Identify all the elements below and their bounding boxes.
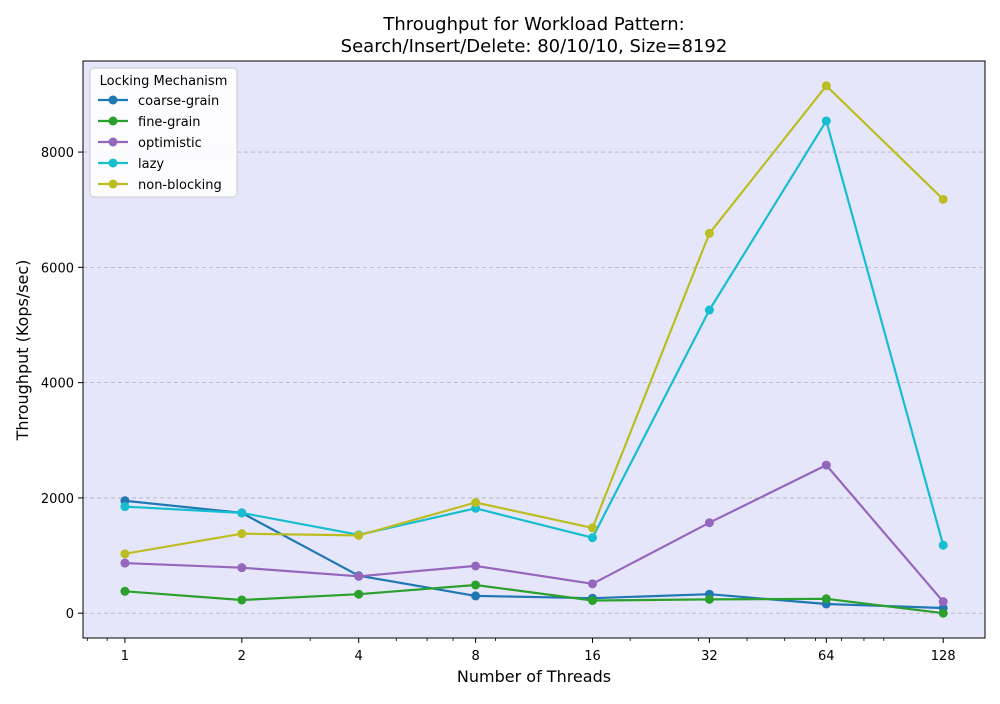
data-point-non-blocking [588, 523, 598, 533]
data-point-optimistic [471, 561, 481, 571]
data-point-lazy [237, 508, 247, 518]
plot-frame [82, 60, 986, 639]
legend-marker-fine-grain [108, 116, 118, 126]
y-tick-label: 6000 [41, 261, 74, 276]
legend-marker-optimistic [108, 137, 118, 147]
data-point-fine-grain [588, 596, 598, 606]
data-point-non-blocking [704, 228, 714, 238]
data-point-coarse-grain [471, 591, 481, 601]
x-tick-label: 2 [238, 649, 246, 664]
x-tick-label: 16 [584, 649, 601, 664]
data-point-fine-grain [471, 580, 481, 590]
legend-marker-lazy [108, 158, 118, 168]
data-point-fine-grain [354, 589, 364, 599]
x-tick-label: 1 [121, 649, 129, 664]
data-point-fine-grain [237, 595, 247, 605]
data-point-optimistic [704, 518, 714, 528]
legend-label-non-blocking: non-blocking [138, 178, 222, 193]
series-line-fine-grain [124, 583, 944, 615]
legend-label-optimistic: optimistic [138, 136, 202, 151]
data-point-optimistic [237, 563, 247, 573]
data-point-lazy [704, 305, 714, 315]
legend-label-fine-grain: fine-grain [138, 115, 201, 130]
y-tick-label: 0 [66, 607, 74, 622]
data-point-non-blocking [354, 530, 364, 540]
data-point-optimistic [821, 460, 831, 470]
data-point-fine-grain [938, 608, 948, 618]
data-point-fine-grain [704, 594, 714, 604]
chart-title-line-1: Throughput for Workload Pattern: [382, 14, 684, 35]
data-point-fine-grain [821, 594, 831, 604]
data-point-non-blocking [938, 194, 948, 204]
legend-label-lazy: lazy [138, 157, 164, 172]
series-line-coarse-grain [124, 499, 944, 610]
data-point-lazy [120, 502, 130, 512]
y-tick-label: 8000 [41, 146, 74, 161]
y-axis-label: Throughput (Kops/sec) [13, 260, 32, 442]
data-point-non-blocking [471, 498, 481, 508]
y-tick-label: 4000 [41, 377, 74, 392]
data-point-non-blocking [821, 81, 831, 91]
data-point-fine-grain [120, 586, 130, 596]
data-point-optimistic [938, 597, 948, 607]
x-tick-label: 8 [471, 649, 479, 664]
legend: Locking Mechanism coarse-grain fine-grain o… [89, 67, 238, 198]
series-line-optimistic [124, 464, 945, 603]
x-tick-label: 128 [931, 649, 956, 664]
data-point-lazy [821, 116, 831, 126]
series-line-non-blocking [124, 84, 944, 555]
data-point-optimistic [588, 579, 598, 589]
x-tick-label: 4 [355, 649, 363, 664]
data-point-non-blocking [237, 529, 247, 539]
series-line-lazy [124, 119, 945, 546]
x-axis-label: Number of Threads [457, 667, 611, 686]
data-point-lazy [588, 533, 598, 543]
x-tick-label: 32 [701, 649, 718, 664]
data-point-optimistic [354, 571, 364, 581]
legend-marker-coarse-grain [108, 95, 118, 105]
chart-title-line-2: Search/Insert/Delete: 80/10/10, Size=819… [341, 36, 728, 57]
data-point-lazy [938, 540, 948, 550]
legend-title: Locking Mechanism [100, 74, 228, 89]
x-tick-label: 64 [818, 649, 835, 664]
series-group [120, 81, 948, 618]
data-point-optimistic [120, 558, 130, 568]
legend-marker-non-blocking [108, 179, 118, 189]
y-tick-label: 2000 [41, 492, 74, 507]
legend-label-coarse-grain: coarse-grain [138, 94, 219, 109]
data-point-non-blocking [120, 549, 130, 559]
